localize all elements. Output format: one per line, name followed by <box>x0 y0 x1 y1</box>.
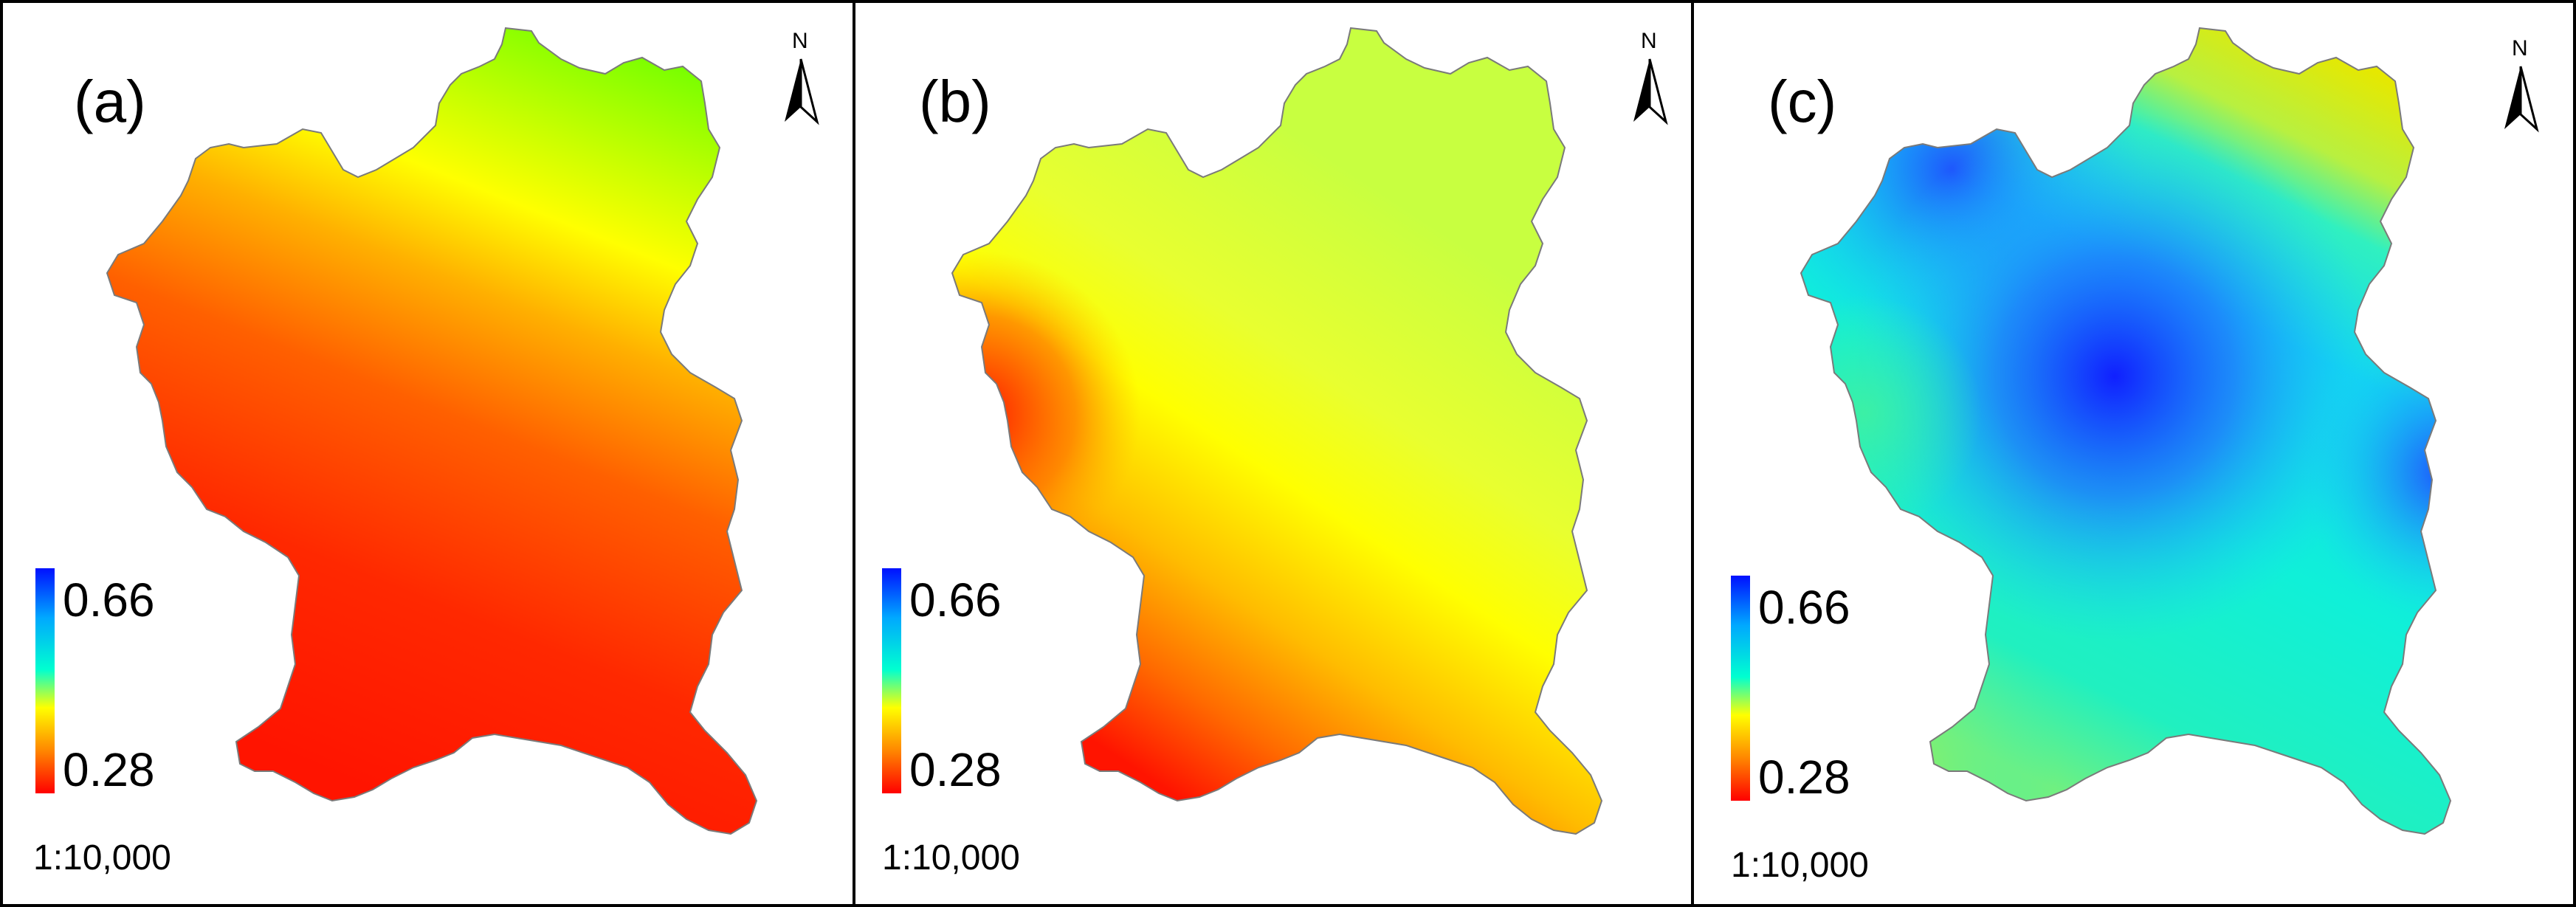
legend-min-label: 0.28 <box>1758 751 1850 804</box>
legend-max-label: 0.66 <box>1758 581 1850 634</box>
legend-min-label: 0.28 <box>909 743 1002 796</box>
panel-label-b: (b) <box>919 69 991 134</box>
north-arrow-icon: N <box>785 29 819 125</box>
panel-b: (b) N 0.66 0.28 1:10,000 <box>882 27 1668 877</box>
legend-ramp <box>1731 576 1750 801</box>
north-label: N <box>792 29 808 53</box>
legend-ramp <box>35 568 55 793</box>
panel-c: (c) N 0.66 0.28 1:10,000 <box>1731 27 2539 885</box>
panel-label-a: (a) <box>74 69 146 134</box>
legend-ramp <box>882 568 901 793</box>
north-arrow-icon: N <box>2504 36 2539 133</box>
north-label: N <box>2512 36 2528 61</box>
scale-label: 1:10,000 <box>33 838 171 877</box>
legend-max-label: 0.66 <box>63 573 155 627</box>
legend-min-label: 0.28 <box>63 743 155 796</box>
panel-a: (a) N 0.66 0.28 1:10,000 <box>33 27 819 877</box>
scale-label: 1:10,000 <box>882 838 1020 877</box>
scale-label: 1:10,000 <box>1731 846 1869 885</box>
panel-label-c: (c) <box>1768 69 1836 134</box>
map-surface-c <box>1801 28 2451 834</box>
north-label: N <box>1641 29 1657 53</box>
legend-max-label: 0.66 <box>909 573 1002 627</box>
north-arrow-icon: N <box>1633 29 1668 125</box>
